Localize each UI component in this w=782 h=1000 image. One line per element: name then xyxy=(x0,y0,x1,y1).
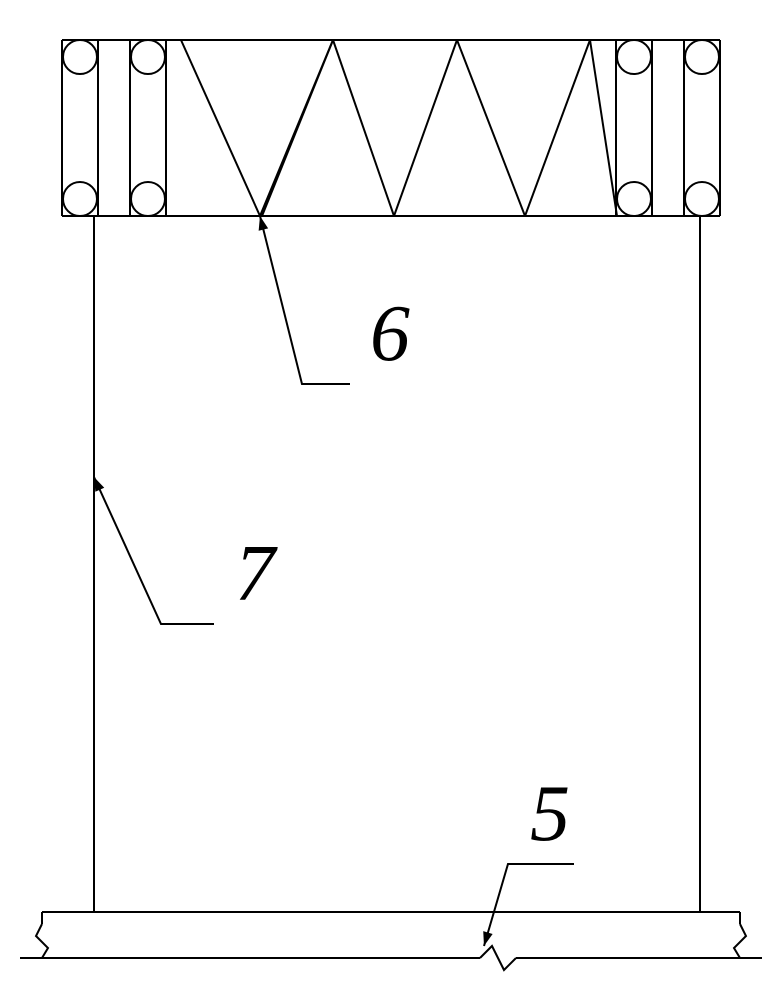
truss-joint xyxy=(131,40,165,74)
label-5: 5 xyxy=(530,770,570,858)
truss-joint xyxy=(685,182,719,216)
truss-diagonal xyxy=(525,40,590,216)
truss-diagonal xyxy=(181,40,260,216)
truss-diagonal xyxy=(333,40,394,216)
truss-joint xyxy=(617,40,651,74)
truss-joint xyxy=(63,40,97,74)
label-7: 7 xyxy=(235,530,278,618)
truss-diagonal xyxy=(457,40,525,216)
truss-diagonal xyxy=(590,40,617,216)
leader-7 xyxy=(94,477,214,624)
leader-5 xyxy=(484,864,574,946)
footing-left-break xyxy=(36,924,48,958)
leader-arrow-7 xyxy=(94,477,104,492)
truss-joint xyxy=(131,182,165,216)
label-6: 6 xyxy=(370,290,410,378)
leader-6 xyxy=(260,216,350,384)
leader-arrow-5 xyxy=(483,931,492,946)
truss-diagonal xyxy=(262,40,333,216)
footing-right-break xyxy=(734,924,746,958)
truss-joint xyxy=(617,182,651,216)
truss-joint xyxy=(685,40,719,74)
leader-arrow-6 xyxy=(259,216,269,231)
ground-break xyxy=(480,946,516,970)
truss-joint xyxy=(63,182,97,216)
truss-diagonal xyxy=(394,40,457,216)
